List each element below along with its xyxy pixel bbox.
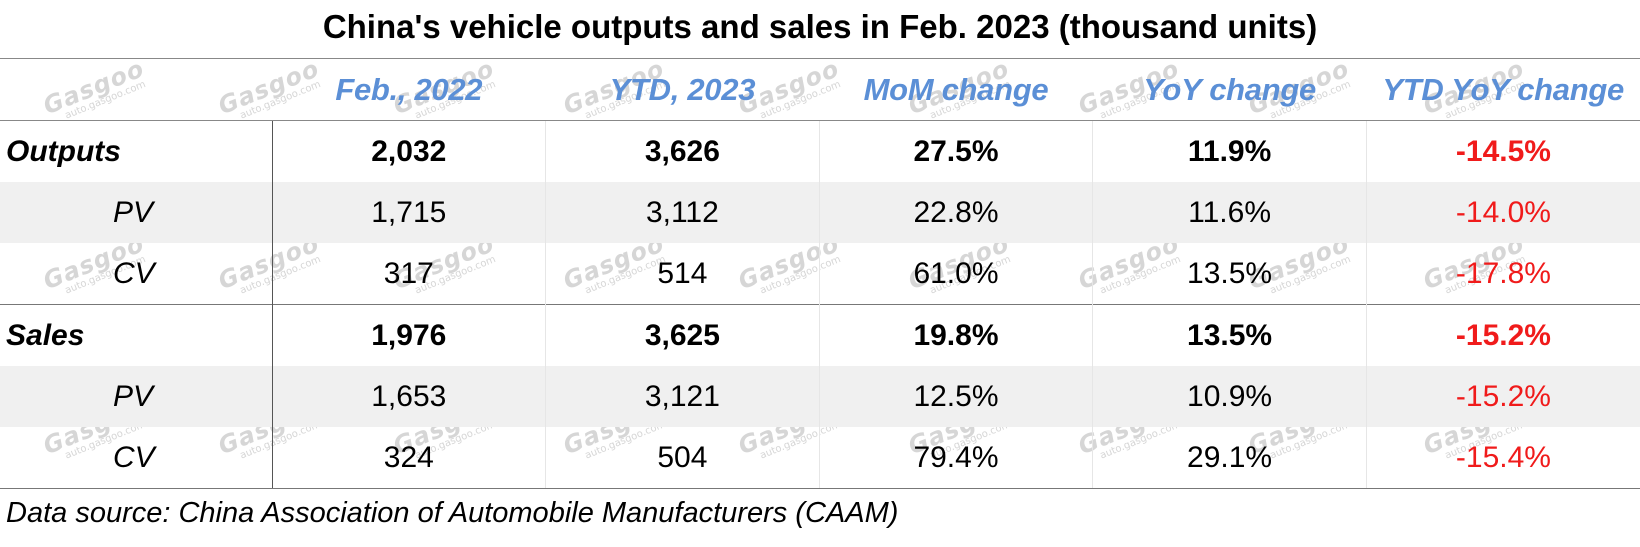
table-cell: 317 [271,243,546,305]
table-row: CV 317 514 61.0% 13.5% -17.8% [0,243,1640,305]
table-cell: 1,976 [271,304,546,366]
table-cell: 3,121 [545,366,820,427]
data-source-note: Data source: China Association of Automo… [6,497,899,529]
table-cell: 1,653 [271,366,546,427]
table-cell: 13.5% [1092,304,1367,366]
table-cell: 13.5% [1092,243,1367,305]
table-cell: 11.9% [1092,120,1367,182]
column-header [0,58,272,121]
table-row: PV 1,653 3,121 12.5% 10.9% -15.2% [0,366,1640,427]
data-table: Feb., 2022 YTD, 2023 MoM change YoY chan… [0,58,1640,489]
row-label: CV [0,243,273,305]
table-title: China's vehicle outputs and sales in Feb… [322,8,1318,45]
row-label: CV [0,427,273,489]
table-row: Outputs 2,032 3,626 27.5% 11.9% -14.5% [0,120,1640,182]
table-cell: 2,032 [271,120,546,182]
table-cell: 3,112 [545,182,820,243]
table-cell: -14.0% [1365,182,1640,243]
table-cell: 324 [271,427,546,489]
table-row: PV 1,715 3,112 22.8% 11.6% -14.0% [0,182,1640,243]
table-cell: 10.9% [1092,366,1367,427]
column-header: YTD YoY change [1366,58,1640,121]
table-cell: 27.5% [818,120,1093,182]
table-row: Sales 1,976 3,625 19.8% 13.5% -15.2% [0,304,1640,366]
table-cell: 3,625 [545,304,820,366]
table-cell: 61.0% [818,243,1093,305]
row-label: PV [0,182,273,243]
table-cell: 22.8% [818,182,1093,243]
table-cell: -17.8% [1365,243,1640,305]
table-cell: 12.5% [818,366,1093,427]
table-cell: 1,715 [271,182,546,243]
table-cell: -15.4% [1365,427,1640,489]
table-cell: 514 [545,243,820,305]
column-header: YoY change [1092,58,1367,121]
table-cell: 504 [545,427,820,489]
column-header: MoM change [819,58,1093,121]
row-label: Sales [0,304,273,366]
table-cell: 19.8% [818,304,1093,366]
table-cell: 29.1% [1092,427,1367,489]
table-cell: 79.4% [818,427,1093,489]
table-cell: -15.2% [1365,304,1640,366]
column-header: Feb., 2022 [272,58,546,121]
table-row: CV 324 504 79.4% 29.1% -15.4% [0,427,1640,489]
table-cell: 11.6% [1092,182,1367,243]
table-cell: -14.5% [1365,120,1640,182]
table-cell: -15.2% [1365,366,1640,427]
row-label: Outputs [0,120,273,182]
header-row: Feb., 2022 YTD, 2023 MoM change YoY chan… [0,58,1640,121]
table-cell: 3,626 [545,120,820,182]
column-header: YTD, 2023 [545,58,820,121]
row-label: PV [0,366,273,427]
